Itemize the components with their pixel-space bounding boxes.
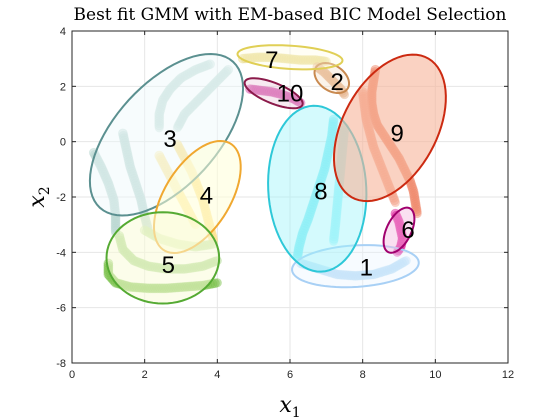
component-label-1: 1 (360, 255, 373, 282)
data-point (172, 123, 182, 133)
component-label-7: 7 (265, 47, 278, 74)
data-point (212, 278, 222, 288)
x-tick-label-2: 4 (214, 369, 220, 381)
chart-title: Best fit GMM with EM-based BIC Model Sel… (74, 5, 507, 25)
y-axis-label: x2 (25, 186, 53, 207)
y-tick-label-6: 4 (60, 26, 66, 38)
component-label-8: 8 (314, 178, 327, 205)
component-ellipse-6 (382, 206, 416, 254)
x-tick-label-5: 10 (429, 369, 441, 381)
y-tick-label-5: 2 (60, 81, 66, 93)
y-tick-label-2: -4 (56, 247, 66, 259)
component-ellipse-9 (332, 53, 447, 203)
point-trail (88, 147, 121, 238)
x-axis-label-sub: 1 (292, 405, 301, 420)
data-point (390, 198, 400, 208)
x-tick-label-4: 8 (360, 369, 366, 381)
x-axis-label-main: x (279, 393, 292, 418)
component-label-5: 5 (162, 252, 175, 279)
data-point (154, 123, 164, 133)
y-axis-label-main: x (25, 195, 50, 208)
component-label-4: 4 (200, 183, 213, 210)
point-trail (292, 114, 339, 263)
component-label-3: 3 (163, 126, 176, 153)
y-tick-label-4: 0 (60, 137, 66, 149)
component-ellipse-10 (243, 77, 304, 110)
component-label-10: 10 (277, 80, 304, 107)
data-point (329, 236, 339, 246)
component-ellipse-2 (313, 62, 351, 95)
component-label-6: 6 (401, 217, 414, 244)
component-label-2: 2 (331, 69, 344, 96)
x-tick-label-3: 6 (287, 369, 293, 381)
point-trail (172, 64, 234, 133)
y-tick-label-0: -8 (56, 358, 66, 370)
component-labels: 1 2 3 4 5 6 7 8 9 10 (162, 47, 415, 281)
component-label-9: 9 (391, 120, 404, 147)
data-point (401, 256, 411, 266)
component-ellipse-5 (105, 211, 221, 305)
point-trail (154, 59, 215, 133)
x-tick-label-1: 2 (142, 369, 148, 381)
x-tick-label-6: 12 (502, 369, 514, 381)
component-ellipse-7 (236, 44, 344, 71)
y-axis-label-sub: 2 (37, 186, 53, 195)
point-trail (245, 84, 306, 108)
y-tick-label-1: -6 (56, 303, 66, 315)
component-ellipse-3 (88, 52, 245, 217)
gmm-component-ellipses (88, 44, 447, 305)
y-tick-label-3: -2 (56, 192, 66, 204)
x-tick-label-0: 0 (69, 369, 75, 381)
x-axis-label: x1 (279, 393, 300, 420)
